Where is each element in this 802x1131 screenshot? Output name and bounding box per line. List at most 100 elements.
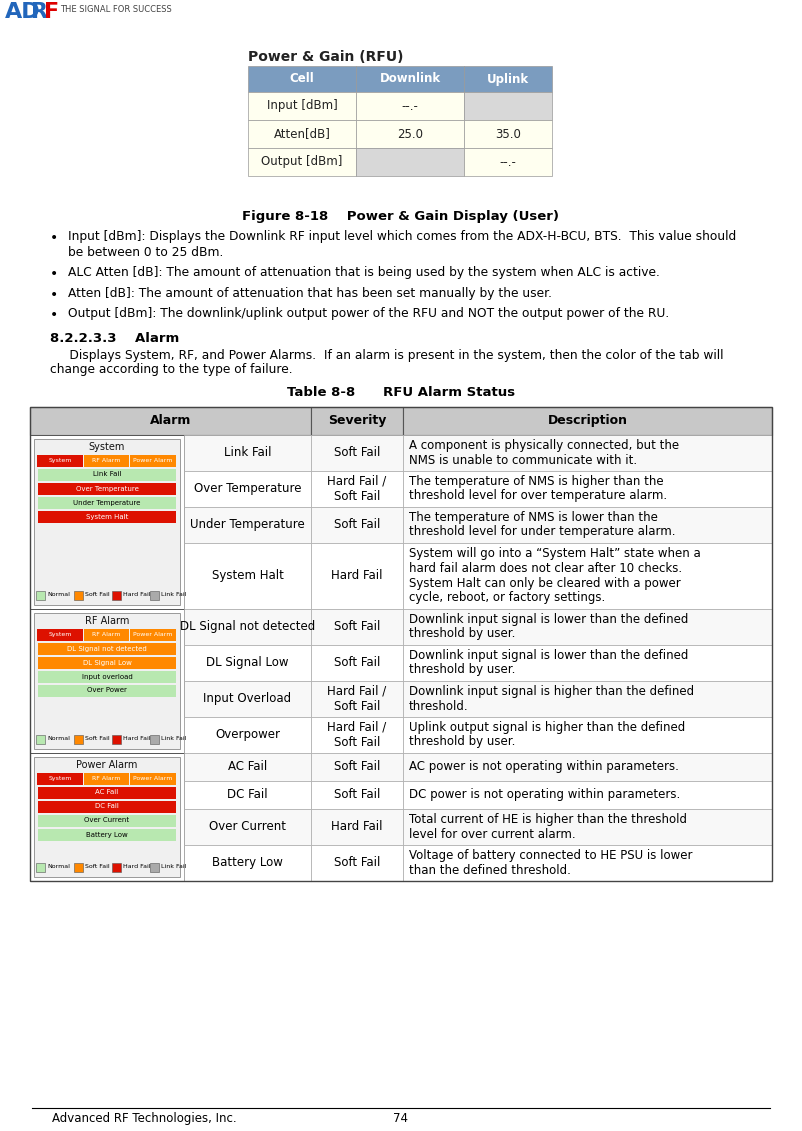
Bar [403, 845, 772, 881]
Text: Soft Fail: Soft Fail [85, 864, 110, 870]
Bar [311, 681, 403, 717]
Text: DL Signal not detected: DL Signal not detected [67, 646, 147, 651]
Text: DC Fail: DC Fail [227, 788, 268, 801]
Bar [311, 608, 403, 645]
Text: RF Alarm: RF Alarm [92, 776, 120, 782]
Text: Downlink input signal is lower than the defined
threshold by user.: Downlink input signal is lower than the … [409, 648, 688, 676]
Bar [30, 752, 184, 881]
Bar [184, 470, 311, 507]
Bar [34, 757, 180, 877]
Bar [464, 92, 552, 120]
Bar [356, 66, 464, 92]
Bar [356, 148, 464, 176]
Text: DL Signal Low: DL Signal Low [83, 659, 132, 665]
Text: Under Temperature: Under Temperature [190, 518, 305, 530]
Bar [311, 406, 403, 434]
Bar [74, 863, 83, 872]
Text: DC power is not operating within parameters.: DC power is not operating within paramet… [409, 788, 680, 801]
Bar [403, 543, 772, 608]
Bar [30, 406, 772, 881]
Bar [30, 434, 184, 608]
Text: Power Alarm: Power Alarm [133, 776, 173, 782]
Bar [83, 629, 129, 640]
Text: RF Alarm: RF Alarm [92, 632, 120, 637]
Text: 74: 74 [394, 1112, 408, 1125]
Text: Power & Gain (RFU): Power & Gain (RFU) [248, 50, 403, 64]
Bar [83, 455, 129, 466]
Bar [464, 120, 552, 148]
Text: Soft Fail: Soft Fail [334, 856, 380, 869]
Text: Over Current: Over Current [84, 818, 130, 823]
Bar [38, 684, 176, 697]
Text: System: System [48, 776, 71, 782]
Text: Hard Fail: Hard Fail [123, 864, 151, 870]
Text: DL Signal not detected: DL Signal not detected [180, 620, 315, 633]
Text: System: System [48, 632, 71, 637]
Text: Hard Fail: Hard Fail [123, 736, 151, 742]
Text: AC Fail: AC Fail [228, 760, 267, 772]
Bar [38, 510, 176, 523]
Text: Hard Fail: Hard Fail [331, 569, 383, 582]
Text: Soft Fail: Soft Fail [334, 446, 380, 459]
Text: Input [dBm]: Input [dBm] [266, 100, 338, 112]
Text: Power Alarm: Power Alarm [133, 632, 173, 637]
Bar [34, 613, 180, 749]
Text: Input [dBm]: Displays the Downlink RF input level which comes from the ADX-H-BCU: Input [dBm]: Displays the Downlink RF in… [68, 230, 736, 243]
Bar [184, 845, 311, 881]
Text: Soft Fail: Soft Fail [334, 788, 380, 801]
Text: Atten [dB]: The amount of attenuation that has been set manually by the user.: Atten [dB]: The amount of attenuation th… [68, 286, 552, 300]
Text: DL Signal Low: DL Signal Low [206, 656, 289, 670]
Bar [403, 608, 772, 645]
Text: Total current of HE is higher than the threshold
level for over current alarm.: Total current of HE is higher than the t… [409, 812, 687, 840]
Text: Uplink output signal is higher than the defined
threshold by user.: Uplink output signal is higher than the … [409, 720, 685, 749]
Bar [403, 681, 772, 717]
Bar [131, 455, 176, 466]
Text: Cell: Cell [290, 72, 314, 86]
Text: 25.0: 25.0 [397, 128, 423, 140]
Bar [112, 734, 121, 743]
Bar [38, 468, 176, 481]
Bar [184, 645, 311, 681]
Bar [403, 507, 772, 543]
Text: --.-: --.- [500, 155, 516, 169]
Text: Atten[dB]: Atten[dB] [273, 128, 330, 140]
Text: Alarm: Alarm [150, 414, 191, 428]
Text: Link Fail: Link Fail [224, 446, 271, 459]
Text: Soft Fail: Soft Fail [334, 518, 380, 530]
Bar [311, 780, 403, 809]
Text: Link Fail: Link Fail [93, 472, 121, 477]
Bar [311, 470, 403, 507]
Text: Battery Low: Battery Low [86, 831, 128, 837]
Bar [311, 645, 403, 681]
Text: ALC Atten [dB]: The amount of attenuation that is being used by the system when : ALC Atten [dB]: The amount of attenuatio… [68, 266, 660, 279]
Bar [38, 497, 176, 509]
Text: Link Fail: Link Fail [161, 864, 186, 870]
Text: Hard Fail /
Soft Fail: Hard Fail / Soft Fail [327, 720, 387, 749]
Bar [112, 590, 121, 599]
Text: F: F [44, 2, 59, 21]
Text: Hard Fail: Hard Fail [331, 820, 383, 834]
Bar [74, 734, 83, 743]
Text: Over Temperature: Over Temperature [194, 482, 302, 495]
Bar [30, 406, 311, 434]
Text: Downlink: Downlink [379, 72, 440, 86]
Text: Soft Fail: Soft Fail [334, 620, 380, 633]
Bar [464, 148, 552, 176]
Bar [248, 92, 356, 120]
Bar [184, 608, 311, 645]
Bar [38, 656, 176, 668]
Text: Input overload: Input overload [82, 673, 132, 680]
Text: Voltage of battery connected to HE PSU is lower
than the defined threshold.: Voltage of battery connected to HE PSU i… [409, 848, 692, 877]
Bar [38, 801, 176, 812]
Bar [37, 772, 83, 785]
Text: A component is physically connected, but the
NMS is unable to communicate with i: A component is physically connected, but… [409, 439, 679, 466]
Text: Under Temperature: Under Temperature [73, 500, 140, 506]
Bar [311, 434, 403, 470]
Text: Hard Fail /
Soft Fail: Hard Fail / Soft Fail [327, 684, 387, 713]
Text: Soft Fail: Soft Fail [85, 736, 110, 742]
Bar [30, 608, 184, 752]
Bar [112, 863, 121, 872]
Text: Link Fail: Link Fail [161, 593, 186, 597]
Bar [150, 734, 159, 743]
Bar [403, 717, 772, 752]
